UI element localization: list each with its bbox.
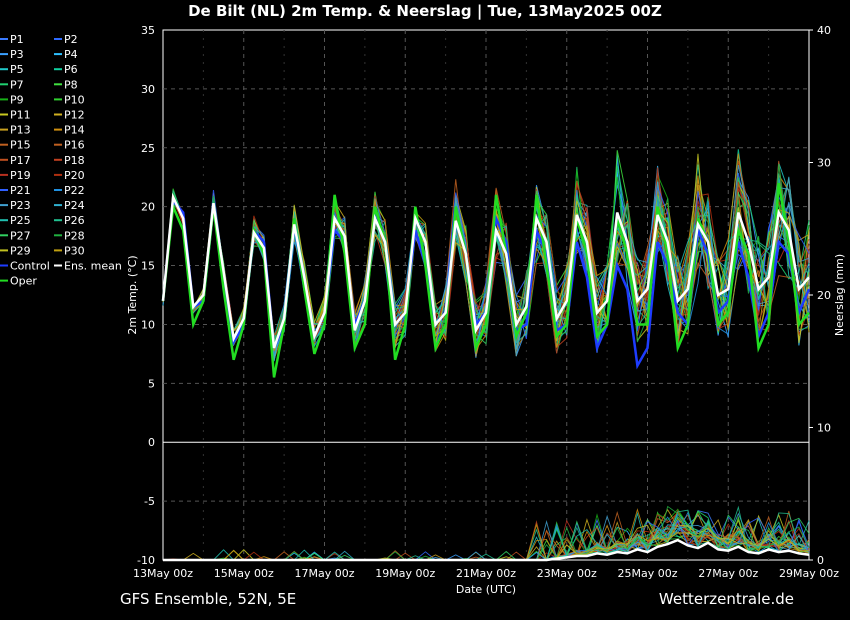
legend-label: Ens. mean <box>64 260 122 273</box>
legend-label: P24 <box>64 199 85 212</box>
y-tick-label: 35 <box>141 24 155 37</box>
legend-label: P27 <box>10 229 31 242</box>
legend-label: P7 <box>10 78 24 91</box>
legend-label: P10 <box>64 93 85 106</box>
y2-tick-label: 40 <box>817 24 831 37</box>
y-tick-label: -10 <box>137 554 155 567</box>
legend-label: Control <box>10 260 50 273</box>
legend-label: P8 <box>64 78 78 91</box>
y-tick-label: 25 <box>141 142 155 155</box>
legend-label: P19 <box>10 169 31 182</box>
model-info: GFS Ensemble, 52N, 5E <box>120 590 297 608</box>
ens-mean-precip-line <box>163 538 810 562</box>
legend-label: P21 <box>10 184 31 197</box>
legend-label: Oper <box>10 275 37 288</box>
legend-label: P25 <box>10 214 31 227</box>
legend-label: P20 <box>64 169 85 182</box>
oper-temp-line <box>161 182 810 378</box>
y2-tick-label: 10 <box>817 422 831 435</box>
chart-title: De Bilt (NL) 2m Temp. & Neerslag | Tue, … <box>188 2 662 20</box>
x-tick-label: 17May 00z <box>294 567 354 580</box>
y-tick-label: -5 <box>144 495 155 508</box>
legend-label: P1 <box>10 33 24 46</box>
legend-label: P23 <box>10 199 31 212</box>
x-tick-label: 23May 00z <box>537 567 597 580</box>
legend-label: P15 <box>10 139 31 152</box>
y-axis-label: 2m Temp. (°C) <box>126 255 139 334</box>
legend-label: P5 <box>10 63 24 76</box>
legend-label: P22 <box>64 184 85 197</box>
legend-label: P16 <box>64 139 85 152</box>
site-credit: Wetterzentrale.de <box>658 590 794 608</box>
y2-tick-label: 0 <box>817 554 824 567</box>
y-tick-label: 10 <box>141 318 155 331</box>
y2-tick-label: 30 <box>817 157 831 170</box>
legend-label: P18 <box>64 154 85 167</box>
x-tick-label: 19May 00z <box>375 567 435 580</box>
legend-label: P28 <box>64 229 85 242</box>
y-tick-label: 5 <box>148 377 155 390</box>
ens-mean-temp-line <box>161 192 810 349</box>
y-tick-label: 20 <box>141 201 155 214</box>
legend-label: P30 <box>64 244 85 257</box>
legend-label: P6 <box>64 63 78 76</box>
legend-label: P9 <box>10 93 24 106</box>
legend-label: P12 <box>64 109 85 122</box>
y-tick-label: 30 <box>141 83 155 96</box>
x-tick-label: 29May 00z <box>779 567 839 580</box>
x-tick-label: 13May 00z <box>133 567 193 580</box>
legend-label: P29 <box>10 244 31 257</box>
y2-axis-label: Neerslag (mm) <box>833 254 846 336</box>
legend-label: P26 <box>64 214 85 227</box>
x-tick-label: 15May 00z <box>214 567 274 580</box>
x-axis-label: Date (UTC) <box>456 583 516 596</box>
legend-label: P17 <box>10 154 31 167</box>
y-tick-label: 0 <box>148 436 155 449</box>
legend-label: P4 <box>64 48 78 61</box>
legend-label: P2 <box>64 33 78 46</box>
y2-tick-label: 20 <box>817 289 831 302</box>
legend-label: P13 <box>10 124 31 137</box>
legend-label: P14 <box>64 124 85 137</box>
legend-label: P3 <box>10 48 24 61</box>
legend-label: P11 <box>10 109 31 122</box>
y-tick-label: 15 <box>141 260 155 273</box>
x-tick-label: 25May 00z <box>617 567 677 580</box>
x-tick-label: 21May 00z <box>456 567 516 580</box>
x-tick-label: 27May 00z <box>698 567 758 580</box>
